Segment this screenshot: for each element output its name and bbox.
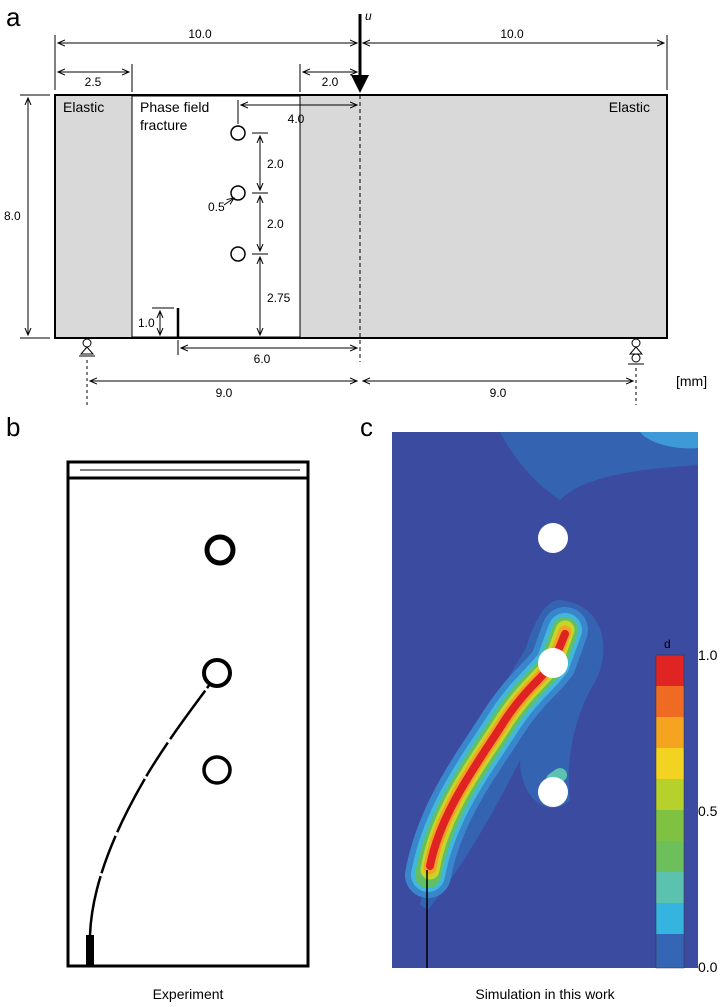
dim-label: 10.0 (188, 27, 212, 41)
colorbar-tick: 0.5 (698, 803, 718, 819)
colorbar-title: d (664, 637, 671, 651)
panel-c: c d 1.0 0.5 0.0 (360, 412, 718, 1002)
region-label: Elastic (63, 99, 104, 115)
colorbar-tick: 0.0 (698, 959, 718, 975)
dim-label: 10.0 (500, 27, 524, 41)
dim-label: 6.0 (254, 352, 271, 366)
colorbar-tick: 1.0 (698, 647, 718, 663)
region-label: Elastic (609, 99, 650, 115)
dim-label: 2.75 (267, 291, 291, 305)
dim-label: 2.0 (267, 217, 284, 231)
figure: a Elastic Phase field fracture Elastic u (0, 0, 722, 1007)
dim-label: 9.0 (216, 386, 233, 400)
dim-label: 0.5 (208, 200, 225, 214)
dim-label: 9.0 (490, 386, 507, 400)
load-label: u (365, 9, 372, 23)
dim-label: 8.0 (4, 209, 21, 223)
dim-label: 2.5 (85, 75, 102, 89)
panel-b: b Experiment (6, 412, 308, 1002)
unit-label: [mm] (676, 373, 707, 389)
region-label: Phase field (140, 99, 209, 115)
region-label: fracture (140, 117, 188, 133)
caption: Experiment (153, 986, 224, 1002)
supports (79, 339, 644, 364)
panel-label: c (360, 412, 373, 442)
panel-label: b (6, 412, 20, 442)
caption: Simulation in this work (475, 986, 615, 1002)
panel-label: a (6, 2, 21, 32)
panel-a: a Elastic Phase field fracture Elastic u (4, 2, 707, 405)
dim-label: 2.0 (267, 157, 284, 171)
dim-label: 4.0 (288, 112, 305, 126)
dim-label: 1.0 (138, 316, 155, 330)
dim-label: 2.0 (322, 75, 339, 89)
